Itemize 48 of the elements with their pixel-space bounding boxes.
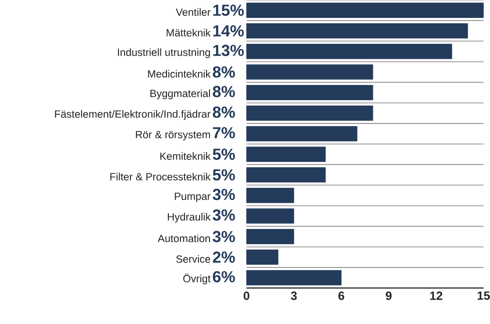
x-tick-label: 0: [244, 292, 250, 300]
y-tick-label: Filter & Processteknik: [110, 172, 211, 180]
bar: [246, 84, 374, 100]
data-label: 5%: [212, 169, 235, 180]
data-label: 3%: [212, 209, 235, 221]
bar: [246, 146, 326, 162]
x-tick-label: 9: [386, 292, 392, 300]
data-label: 5%: [212, 148, 235, 160]
bar: [246, 188, 294, 204]
data-label: 13%: [213, 44, 244, 56]
data-label: 8%: [212, 86, 235, 98]
bar: [246, 64, 374, 80]
data-label: 8%: [212, 66, 235, 78]
y-tick-label: Kemiteknik: [160, 152, 211, 160]
data-label: 14%: [213, 25, 244, 36]
y-tick-label: Service: [176, 255, 210, 263]
bar: [246, 208, 294, 224]
y-tick-label: Övrigt: [183, 273, 211, 284]
y-tick-label: Rör & rörsystem: [136, 130, 210, 140]
data-label: 3%: [212, 188, 235, 200]
y-tick-label: Industriell utrustning: [118, 48, 210, 58]
bar: [246, 44, 452, 60]
y-tick-label: Pumpar: [174, 192, 210, 202]
data-label: 7%: [212, 127, 235, 138]
data-label: 8%: [212, 106, 235, 118]
bar: [246, 126, 358, 142]
y-tick-label: Automation: [158, 234, 210, 242]
y-tick-label: Medicinteknik: [148, 70, 211, 78]
y-tick-label: Byggmaterial: [150, 89, 210, 100]
y-tick-label: Ventiler: [176, 8, 210, 16]
bar: [246, 250, 278, 265]
y-tick-label: Fästelement/Elektronik/Ind.fjädrar: [55, 110, 210, 120]
x-tick-label: 12: [430, 292, 442, 300]
bar: [246, 167, 326, 182]
bar: [246, 23, 468, 38]
bar: [246, 2, 484, 18]
data-label: 2%: [212, 252, 235, 263]
bar: [246, 270, 342, 286]
bar: [246, 228, 294, 244]
x-tick-label: 6: [338, 292, 344, 300]
x-tick-label: 15: [478, 292, 490, 300]
bar: [246, 106, 374, 121]
data-label: 6%: [212, 271, 235, 282]
data-label: 15%: [213, 4, 244, 16]
data-label: 3%: [212, 230, 235, 242]
y-tick-label: Mätteknik: [166, 28, 211, 36]
y-tick-label: Hydraulik: [168, 212, 211, 223]
x-tick-label: 3: [290, 292, 297, 300]
